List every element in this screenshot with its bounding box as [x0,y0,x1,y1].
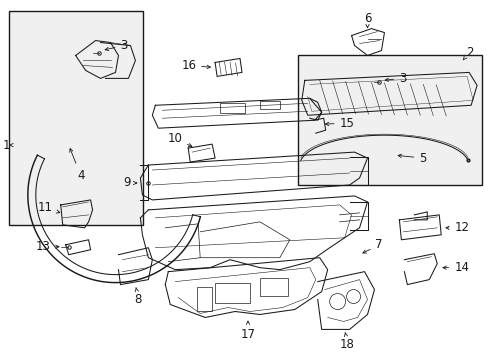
Text: 3: 3 [105,39,127,52]
Text: 17: 17 [240,321,255,341]
Text: 2: 2 [465,46,473,59]
Bar [260,101,279,109]
Text: 11: 11 [38,201,60,215]
Bar [215,283,249,302]
Text: 15: 15 [325,117,354,130]
Text: 18: 18 [340,332,354,351]
Text: 1: 1 [3,139,10,152]
Text: 3: 3 [385,72,406,85]
Bar [197,287,212,311]
Text: 16: 16 [181,59,210,72]
Text: 9: 9 [122,176,137,189]
Bar [9,11,143,225]
Text: 7: 7 [362,238,382,253]
Text: 5: 5 [397,152,426,165]
Text: 6: 6 [363,12,370,25]
Bar [260,278,287,296]
Text: 10: 10 [167,132,191,147]
Bar [220,103,244,113]
Text: 13: 13 [36,240,59,253]
Bar [297,55,481,185]
Text: 4: 4 [70,149,84,181]
Text: 14: 14 [442,261,468,274]
Text: 12: 12 [445,221,468,234]
Text: 8: 8 [135,288,142,306]
